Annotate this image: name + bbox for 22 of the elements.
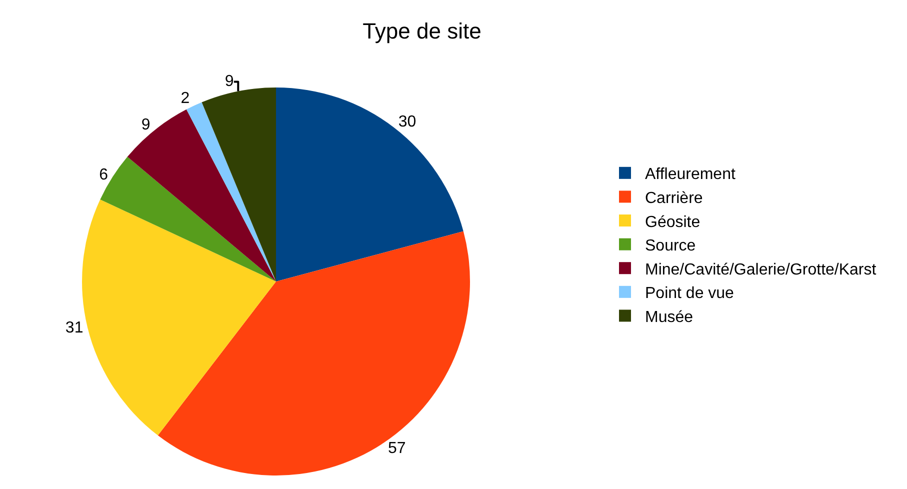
legend-label: Géosite <box>645 214 700 231</box>
data-label: 6 <box>99 166 108 184</box>
pie-slice <box>202 88 276 282</box>
legend-label: Affleurement <box>645 166 736 184</box>
pie-slice <box>186 102 276 282</box>
pie-slice <box>276 88 464 282</box>
legend-label: Source <box>645 238 696 255</box>
data-label: 30 <box>398 114 416 131</box>
legend-label: Carrière <box>645 190 703 207</box>
data-label: 9 <box>141 116 150 134</box>
pie-slice <box>82 200 276 436</box>
data-label: 2 <box>180 90 190 108</box>
chart-title: Type de site <box>362 18 482 44</box>
legend-label: Mine/Cavité/Galerie/Grotte/Karst <box>645 261 877 278</box>
legend-label: Point de vue <box>645 285 734 302</box>
data-label: 57 <box>388 440 406 458</box>
pie-slice <box>158 231 470 476</box>
legend-label: Musée <box>645 308 694 326</box>
data-label: 9 <box>224 73 234 90</box>
pie-slice <box>100 156 276 282</box>
data-label: 31 <box>65 320 84 337</box>
pie-slice <box>127 109 276 282</box>
